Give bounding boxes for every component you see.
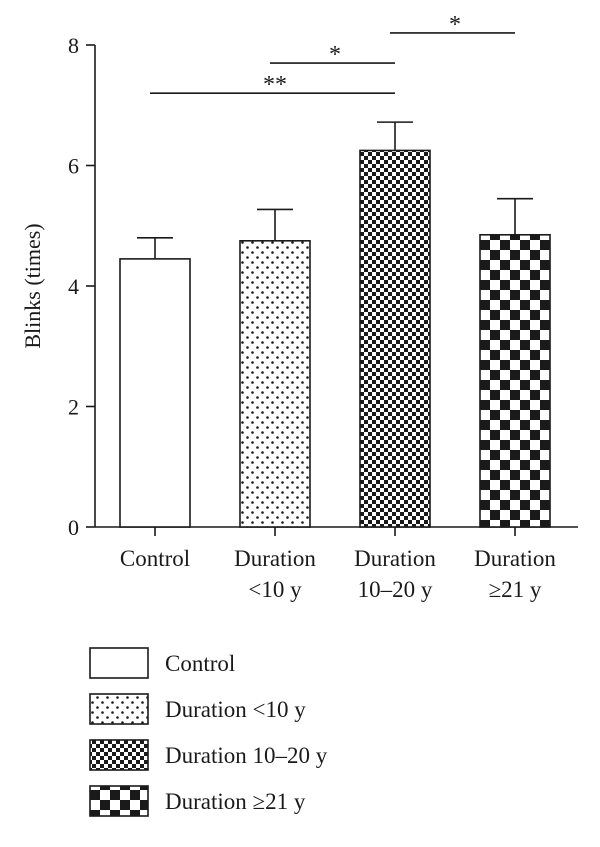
legend-label-3: Duration ≥21 y bbox=[165, 789, 306, 814]
legend-swatch-2 bbox=[89, 739, 149, 771]
legend-swatch-1 bbox=[89, 693, 149, 725]
bar-1 bbox=[239, 240, 311, 528]
bar-3 bbox=[479, 233, 551, 528]
error-bars bbox=[137, 121, 533, 259]
category-label-0: Control bbox=[120, 546, 190, 571]
bar-0 bbox=[119, 258, 191, 528]
y-tick-label-2: 4 bbox=[68, 274, 79, 299]
significance-label-1: * bbox=[329, 42, 341, 68]
legend: Control Duration <10 y Duration 10–20 y Dur… bbox=[89, 647, 328, 817]
legend-label-0: Control bbox=[165, 651, 235, 676]
legend-swatch-0 bbox=[89, 647, 149, 679]
significance-brackets: **** bbox=[150, 12, 515, 98]
legend-label-1: Duration <10 y bbox=[165, 697, 306, 722]
y-tick-label-1: 2 bbox=[68, 395, 79, 420]
category-labels: Control Duration <10 y Duration 10–20 y Durat… bbox=[120, 527, 556, 602]
y-axis-label: Blinks (times) bbox=[20, 223, 45, 348]
significance-label-2: * bbox=[449, 12, 461, 38]
category-label-1: Duration <10 y bbox=[234, 546, 316, 602]
y-tick-label-4: 8 bbox=[68, 33, 79, 58]
legend-swatch-3 bbox=[89, 785, 149, 817]
legend-label-2: Duration 10–20 y bbox=[165, 743, 328, 768]
y-tick-label-0: 0 bbox=[68, 515, 79, 540]
significance-label-0: ** bbox=[263, 72, 287, 98]
y-tick-label-3: 6 bbox=[68, 154, 79, 179]
bars bbox=[119, 149, 551, 528]
bar-2 bbox=[359, 149, 431, 528]
y-ticks: 0 2 4 6 8 bbox=[68, 33, 95, 540]
category-label-2: Duration 10–20 y bbox=[354, 546, 436, 602]
category-label-3: Duration ≥21 y bbox=[474, 546, 556, 602]
